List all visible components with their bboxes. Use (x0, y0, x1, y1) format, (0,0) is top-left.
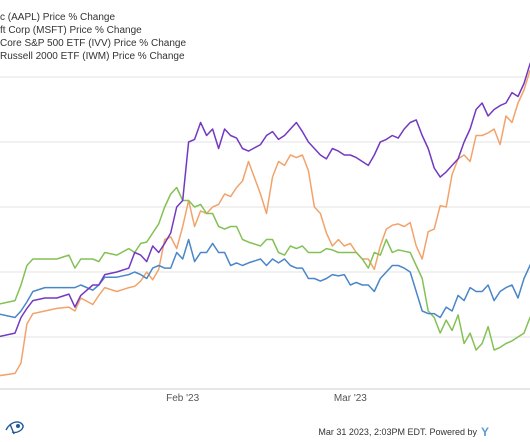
x-tick-label-mar: Mar '23 (334, 393, 367, 404)
legend-item-iwm: Russell 2000 ETF (IWM) Price % Change (0, 51, 185, 62)
x-tick-label-feb: Feb '23 (166, 393, 199, 404)
ycharts-brand-icon[interactable]: Y (481, 425, 489, 439)
footer-timestamp: Mar 31 2023, 2:03PM EDT. Powered by (318, 427, 477, 437)
legend-item-msft: ft Corp (MSFT) Price % Change (0, 25, 142, 36)
series-layer (0, 62, 530, 377)
legend: c (AAPL) Price % Change ft Corp (MSFT) P… (0, 12, 186, 62)
x-axis-ticks: Feb '23 Mar '23 (0, 388, 530, 404)
series-line-ivv (0, 238, 530, 319)
series-line-aapl (0, 69, 530, 377)
legend-item-aapl: c (AAPL) Price % Change (0, 12, 115, 23)
series-line-msft (0, 62, 530, 338)
footer: Mar 31 2023, 2:03PM EDT. Powered by Y (5, 421, 489, 439)
ycharts-logo-icon (5, 421, 24, 435)
series-line-iwm (0, 186, 530, 351)
legend-item-ivv: Core S&P 500 ETF (IVV) Price % Change (0, 38, 186, 49)
